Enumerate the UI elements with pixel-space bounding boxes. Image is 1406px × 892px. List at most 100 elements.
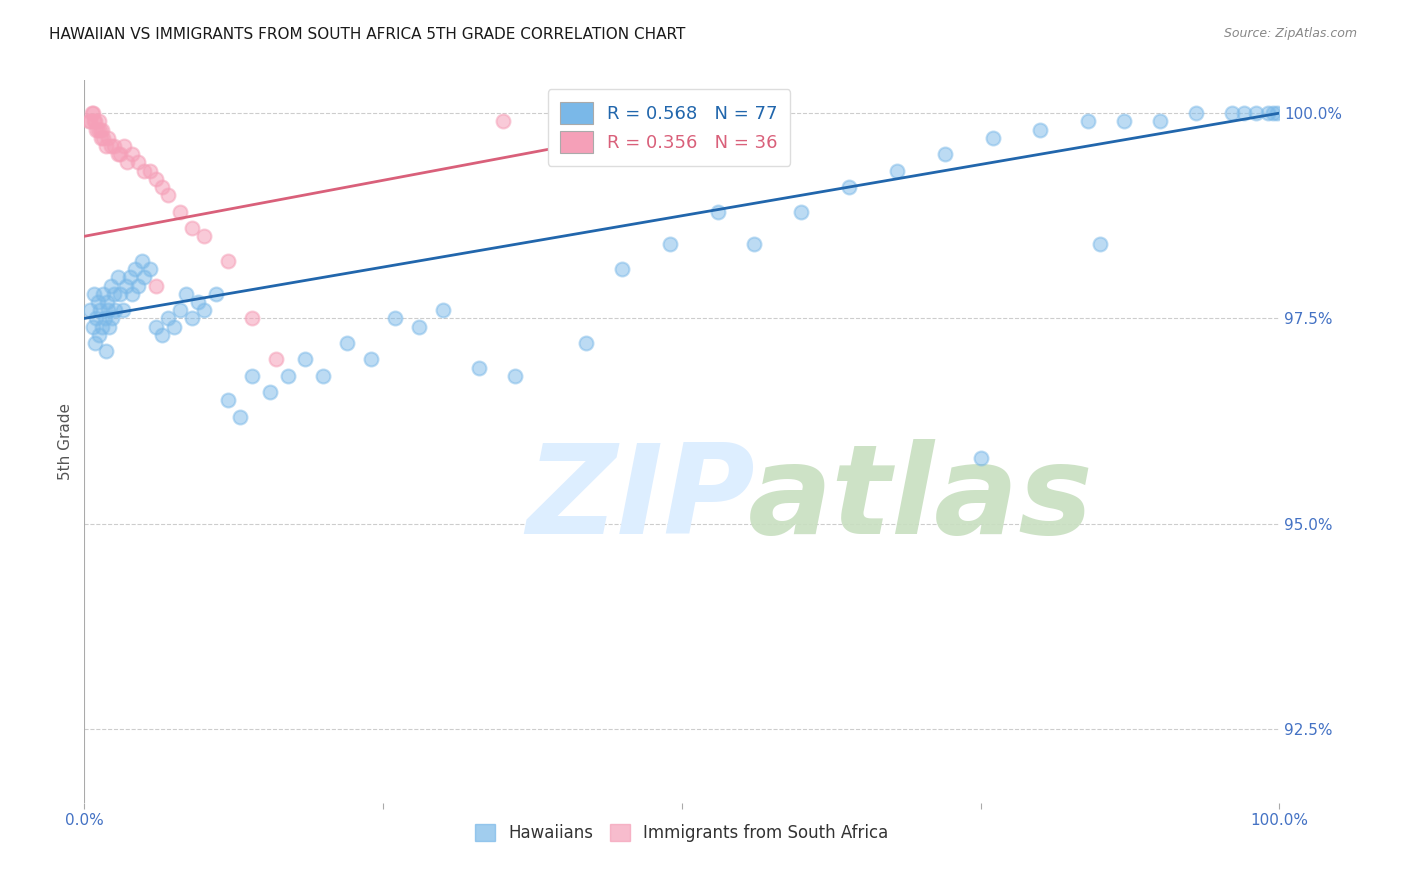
Point	[80, 106, 103, 120]
Point	[101, 311, 124, 326]
Point	[294, 352, 316, 367]
Point	[970, 450, 993, 465]
Point	[612, 262, 634, 277]
Point	[181, 221, 204, 235]
Point	[145, 171, 167, 186]
Point	[84, 114, 107, 128]
Point	[86, 122, 108, 136]
Point	[360, 352, 382, 367]
Point	[104, 303, 127, 318]
Point	[150, 180, 173, 194]
Point	[100, 278, 122, 293]
Point	[103, 286, 125, 301]
Point	[384, 311, 406, 326]
Point	[131, 254, 153, 268]
Point	[97, 130, 120, 145]
Point	[139, 262, 162, 277]
Point	[181, 311, 204, 326]
Point	[468, 360, 491, 375]
Point	[1265, 106, 1288, 120]
Point	[90, 130, 112, 145]
Point	[84, 336, 107, 351]
Point	[336, 336, 359, 351]
Point	[169, 303, 191, 318]
Point	[229, 409, 252, 424]
Point	[96, 295, 118, 310]
Point	[82, 106, 104, 120]
Point	[110, 286, 132, 301]
Point	[107, 270, 129, 285]
Text: HAWAIIAN VS IMMIGRANTS FROM SOUTH AFRICA 5TH GRADE CORRELATION CHART: HAWAIIAN VS IMMIGRANTS FROM SOUTH AFRICA…	[49, 27, 686, 42]
Point	[94, 344, 117, 359]
Point	[132, 163, 156, 178]
Point	[124, 262, 146, 277]
Point	[174, 286, 197, 301]
Point	[110, 147, 132, 161]
Point	[1149, 114, 1171, 128]
Point	[886, 163, 908, 178]
Point	[934, 147, 956, 161]
Text: atlas: atlas	[748, 439, 1094, 560]
Point	[193, 303, 215, 318]
Point	[157, 188, 180, 202]
Point	[240, 311, 263, 326]
Point	[121, 286, 143, 301]
Point	[1257, 106, 1279, 120]
Point	[139, 163, 162, 178]
Point	[93, 130, 115, 145]
Point	[1077, 114, 1099, 128]
Point	[107, 147, 129, 161]
Point	[94, 139, 117, 153]
Point	[103, 139, 125, 153]
Point	[187, 295, 209, 310]
Point	[117, 155, 139, 169]
Point	[432, 303, 454, 318]
Point	[1090, 237, 1112, 252]
Point	[1029, 122, 1052, 136]
Point	[1220, 106, 1243, 120]
Point	[205, 286, 228, 301]
Point	[217, 254, 239, 268]
Point	[89, 303, 111, 318]
Point	[1263, 106, 1285, 120]
Point	[145, 319, 167, 334]
Point	[93, 311, 115, 326]
Point	[1185, 106, 1208, 120]
Point	[86, 122, 108, 136]
Point	[1244, 106, 1267, 120]
Point	[707, 204, 730, 219]
Point	[112, 139, 135, 153]
Point	[312, 368, 335, 383]
Point	[790, 204, 813, 219]
Point	[127, 155, 149, 169]
Point	[217, 393, 239, 408]
Y-axis label: 5th Grade: 5th Grade	[58, 403, 73, 480]
Point	[82, 319, 104, 334]
Point	[1233, 106, 1256, 120]
Point	[503, 368, 526, 383]
Point	[77, 114, 100, 128]
Point	[259, 385, 281, 400]
Point	[150, 327, 173, 342]
Point	[91, 122, 114, 136]
Point	[264, 352, 287, 367]
Point	[100, 139, 122, 153]
Point	[492, 114, 515, 128]
Point	[193, 229, 215, 244]
Point	[742, 237, 765, 252]
Point	[86, 311, 108, 326]
Point	[659, 237, 682, 252]
Point	[132, 270, 156, 285]
Point	[111, 303, 134, 318]
Point	[127, 278, 149, 293]
Point	[87, 327, 110, 342]
Point	[1114, 114, 1136, 128]
Point	[169, 204, 191, 219]
Point	[408, 319, 430, 334]
Point	[575, 336, 598, 351]
Point	[86, 295, 108, 310]
Point	[115, 278, 138, 293]
Point	[157, 311, 180, 326]
Point	[79, 114, 101, 128]
Point	[97, 303, 120, 318]
